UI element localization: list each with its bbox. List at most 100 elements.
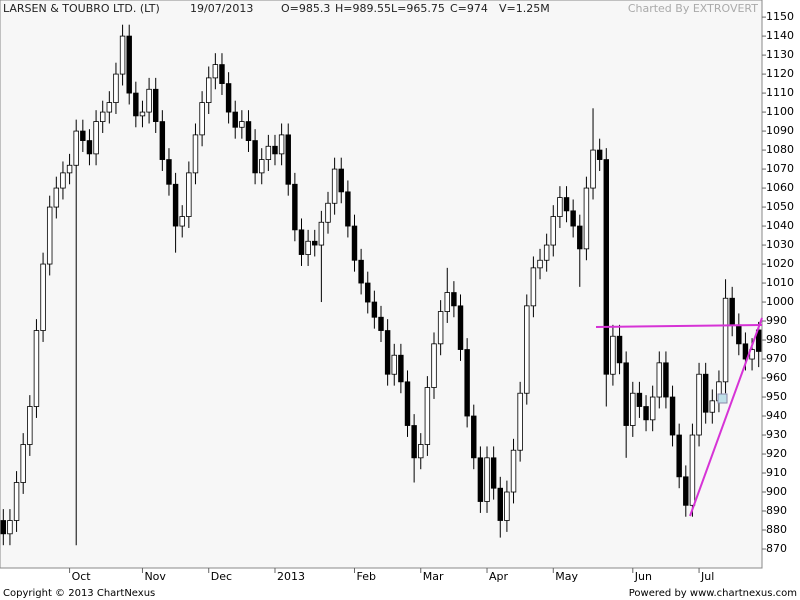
close-label: C=974 [450,2,488,15]
plot-area [0,0,763,569]
x-tick-label: May [555,570,578,583]
candle-body [146,88,152,113]
candle-body [345,191,351,227]
y-tick-label: 990 [766,314,787,327]
candle-body [245,121,252,141]
candle-body [46,206,53,265]
candle-body [736,324,742,345]
open-label: O=985.3 [281,2,330,15]
candle-body [278,134,285,155]
x-tick-label: Feb [356,570,375,583]
trend-line [689,317,763,517]
candle-body [398,354,404,383]
y-tick-label: 880 [766,523,787,536]
candle-body [490,457,497,489]
candle-body [73,130,79,166]
low-label: L=965.75 [391,2,445,15]
candle-body [86,140,93,155]
candle-body [444,292,450,312]
candle-body [259,159,265,174]
y-tick-label: 920 [766,447,787,460]
candle-body [338,168,344,193]
candle-body [497,487,503,521]
candle-body [179,216,185,227]
x-tick-label: Dec [211,570,232,583]
candle-body [722,297,729,383]
candle-body [431,343,437,388]
candle-body [212,64,219,79]
candle-body [457,305,464,350]
y-tick-label: 1070 [766,162,794,175]
y-tick-label: 1010 [766,276,794,289]
candle-body [66,164,73,174]
y-tick-label: 950 [766,390,787,403]
candle-body [603,159,610,375]
candle-body [630,392,636,426]
x-tick-label: Jun [634,570,652,583]
y-tick-label: 980 [766,333,787,346]
candle-body [663,362,669,398]
candle-body [563,197,570,212]
candle-body [742,343,749,360]
candle-body [93,121,99,155]
candle-body [172,183,179,227]
candle-body [590,149,596,189]
candle-body [524,305,530,394]
candle-body [729,297,735,326]
y-tick-label: 1080 [766,143,794,156]
candle-body [610,335,616,375]
candle-body [192,134,199,174]
credit: Charted By EXTROVERT [628,2,758,15]
y-tick-label: 970 [766,352,787,365]
candle-body [689,434,696,506]
candle-body [530,267,537,307]
y-tick-label: 1020 [766,257,794,270]
candle-body [596,149,603,160]
x-tick-label: Mar [423,570,444,583]
candle-body [53,187,60,208]
candles [0,24,762,546]
candle-body [537,259,543,269]
candle-body [391,354,397,375]
candle-body [378,316,384,331]
candle-body [709,400,716,413]
volume-label: V=1.25M [499,2,550,15]
y-tick-label: 1150 [766,10,794,23]
y-tick-label: 1030 [766,238,794,251]
x-tick-label: Apr [489,570,509,583]
y-tick-label: 910 [766,466,787,479]
x-tick-label: Jul [700,570,714,583]
candle-body [636,392,643,407]
trend-line [595,324,763,328]
candle-body [239,121,245,128]
marker [717,393,728,404]
copyright: Copyright © 2013 ChartNexus [3,588,155,599]
candle-body [139,111,146,117]
candle-body [325,202,331,223]
candle-body [7,520,13,535]
y-tick-label: 870 [766,542,787,555]
candle-body [510,449,517,493]
candle-body [265,145,272,160]
candle-body [13,482,20,521]
candle-body [113,73,119,103]
candle-body [351,225,358,261]
candle-body [649,396,656,421]
candle-body [20,444,26,483]
candle-body [424,387,431,445]
candle-body [106,102,113,113]
candle-body [159,121,166,160]
candle-body [272,145,278,155]
y-tick-label: 1130 [766,48,794,61]
y-tick-label: 900 [766,485,787,498]
candle-body [232,111,238,128]
candle-body [33,330,40,407]
y-tick-label: 1050 [766,200,794,213]
candle-body [623,362,629,426]
candle-body [358,259,364,284]
y-tick-label: 1000 [766,295,794,308]
candle-body [384,330,391,375]
y-tick-label: 930 [766,428,787,441]
candle-body [371,301,378,318]
candle-body [285,134,291,185]
